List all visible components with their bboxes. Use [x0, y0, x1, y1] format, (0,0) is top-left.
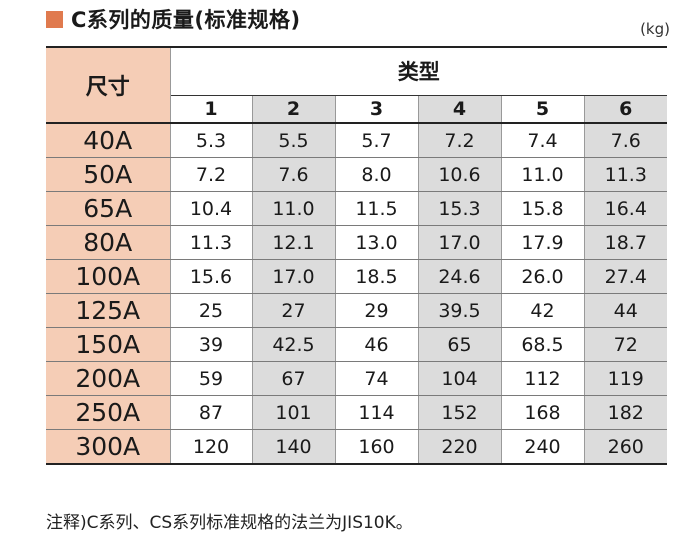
- mass-value-cell: 7.2: [417, 123, 501, 158]
- size-cell: 250A: [46, 395, 170, 430]
- mass-value-cell: 10.4: [169, 191, 252, 226]
- size-cell: 80A: [46, 225, 170, 260]
- mass-value-cell: 26.0: [500, 259, 584, 294]
- mass-value-cell: 5.3: [169, 123, 252, 158]
- mass-value-cell: 104: [417, 361, 501, 396]
- title-text: C系列的质量(标准规格): [71, 8, 301, 32]
- table-row: 100A 15.6 17.0 18.5 24.6 26.0 27.4: [46, 259, 668, 294]
- mass-value-cell: 44: [583, 293, 668, 328]
- table-row: 250A 87 101 114 152 168 182: [46, 395, 668, 430]
- table-body: 40A 5.3 5.5 5.7 7.2 7.4 7.6 50A 7.2 7.6 8.0 10.6 11.…: [46, 123, 668, 465]
- unit-label: (kg): [640, 20, 670, 38]
- table-row: 50A 7.2 7.6 8.0 10.6 11.0 11.3: [46, 157, 668, 192]
- mass-value-cell: 13.0: [334, 225, 418, 260]
- mass-value-cell: 160: [334, 429, 418, 465]
- type-number-header: 6: [583, 94, 668, 124]
- mass-value-cell: 11.0: [251, 191, 335, 226]
- mass-value-cell: 112: [500, 361, 584, 396]
- type-number-header: 5: [500, 94, 584, 124]
- mass-value-cell: 5.7: [334, 123, 418, 158]
- table-row: 40A 5.3 5.5 5.7 7.2 7.4 7.6: [46, 123, 668, 158]
- title-square-icon: [46, 10, 63, 28]
- mass-value-cell: 18.5: [334, 259, 418, 294]
- mass-value-cell: 15.8: [500, 191, 584, 226]
- mass-value-cell: 25: [169, 293, 252, 328]
- mass-value-cell: 42.5: [251, 327, 335, 362]
- mass-value-cell: 68.5: [500, 327, 584, 362]
- mass-value-cell: 7.6: [583, 123, 668, 158]
- mass-value-cell: 168: [500, 395, 584, 430]
- mass-value-cell: 7.6: [251, 157, 335, 192]
- size-header: 尺寸: [46, 46, 170, 124]
- table-row: 300A 120 140 160 220 240 260: [46, 429, 668, 465]
- type-number-header: 3: [334, 94, 418, 124]
- mass-value-cell: 101: [251, 395, 335, 430]
- type-number-header: 1: [169, 94, 252, 124]
- mass-value-cell: 16.4: [583, 191, 668, 226]
- size-cell: 100A: [46, 259, 170, 294]
- size-cell: 300A: [46, 429, 170, 465]
- mass-value-cell: 140: [251, 429, 335, 465]
- mass-value-cell: 39.5: [417, 293, 501, 328]
- size-cell: 200A: [46, 361, 170, 396]
- mass-value-cell: 17.9: [500, 225, 584, 260]
- mass-value-cell: 27.4: [583, 259, 668, 294]
- mass-value-cell: 46: [334, 327, 418, 362]
- size-cell: 40A: [46, 123, 170, 158]
- mass-value-cell: 11.5: [334, 191, 418, 226]
- size-cell: 150A: [46, 327, 170, 362]
- mass-value-cell: 11.3: [583, 157, 668, 192]
- mass-value-cell: 15.6: [169, 259, 252, 294]
- mass-value-cell: 29: [334, 293, 418, 328]
- table-row: 125A 25 27 29 39.5 42 44: [46, 293, 668, 328]
- mass-value-cell: 182: [583, 395, 668, 430]
- footnote: 注释)C系列、CS系列标准规格的法兰为JIS10K。: [46, 513, 413, 533]
- mass-value-cell: 39: [169, 327, 252, 362]
- mass-value-cell: 11.0: [500, 157, 584, 192]
- type-number-header: 4: [417, 94, 501, 124]
- mass-value-cell: 65: [417, 327, 501, 362]
- mass-value-cell: 67: [251, 361, 335, 396]
- mass-value-cell: 74: [334, 361, 418, 396]
- mass-value-cell: 17.0: [417, 225, 501, 260]
- mass-value-cell: 8.0: [334, 157, 418, 192]
- table-row: 80A 11.3 12.1 13.0 17.0 17.9 18.7: [46, 225, 668, 260]
- mass-value-cell: 11.3: [169, 225, 252, 260]
- mass-value-cell: 5.5: [251, 123, 335, 158]
- mass-value-cell: 87: [169, 395, 252, 430]
- mass-value-cell: 119: [583, 361, 668, 396]
- table-row: 200A 59 67 74 104 112 119: [46, 361, 668, 396]
- mass-value-cell: 59: [169, 361, 252, 396]
- size-cell: 125A: [46, 293, 170, 328]
- mass-value-cell: 15.3: [417, 191, 501, 226]
- size-cell: 65A: [46, 191, 170, 226]
- table-row: 150A 39 42.5 46 65 68.5 72: [46, 327, 668, 362]
- mass-value-cell: 72: [583, 327, 668, 362]
- mass-value-cell: 12.1: [251, 225, 335, 260]
- mass-value-cell: 120: [169, 429, 252, 465]
- mass-value-cell: 18.7: [583, 225, 668, 260]
- mass-value-cell: 260: [583, 429, 668, 465]
- mass-value-cell: 114: [334, 395, 418, 430]
- type-number-header: 2: [251, 94, 335, 124]
- mass-value-cell: 10.6: [417, 157, 501, 192]
- mass-value-cell: 7.4: [500, 123, 584, 158]
- size-cell: 50A: [46, 157, 170, 192]
- table-row: 65A 10.4 11.0 11.5 15.3 15.8 16.4: [46, 191, 668, 226]
- mass-value-cell: 17.0: [251, 259, 335, 294]
- mass-value-cell: 27: [251, 293, 335, 328]
- mass-value-cell: 24.6: [417, 259, 501, 294]
- section-title: C系列的质量(标准规格): [46, 4, 301, 34]
- mass-value-cell: 220: [417, 429, 501, 465]
- type-header: 类型: [169, 45, 668, 96]
- mass-value-cell: 42: [500, 293, 584, 328]
- mass-value-cell: 7.2: [169, 157, 252, 192]
- mass-value-cell: 152: [417, 395, 501, 430]
- mass-value-cell: 240: [500, 429, 584, 465]
